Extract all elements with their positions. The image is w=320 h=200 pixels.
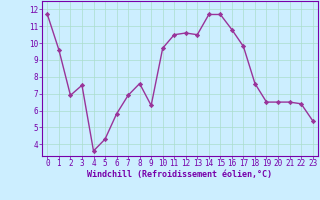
X-axis label: Windchill (Refroidissement éolien,°C): Windchill (Refroidissement éolien,°C) <box>87 170 273 179</box>
